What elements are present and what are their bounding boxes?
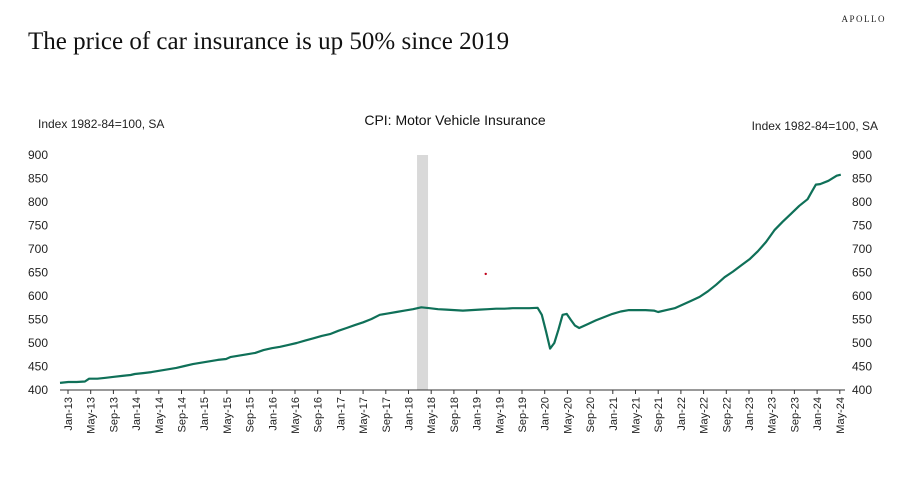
x-tick-label: May-24 (835, 397, 847, 434)
y-tick-label-left: 650 (28, 266, 48, 280)
x-tick-label: May-16 (290, 397, 302, 434)
x-tick-label: Jan-23 (744, 397, 756, 431)
y-tick-label-right: 600 (852, 289, 872, 303)
y-tick-label-right: 650 (852, 266, 872, 280)
x-tick-label: Sep-20 (585, 397, 597, 432)
y-tick-label-right: 750 (852, 219, 872, 233)
y-tick-label-right: 700 (852, 242, 872, 256)
recession-shading-layer (417, 155, 429, 390)
y-tick-label-right: 400 (852, 383, 872, 397)
page-headline: The price of car insurance is up 50% sin… (28, 28, 510, 55)
x-tick-label: Jan-13 (63, 397, 75, 431)
x-tick-label: May-15 (222, 397, 234, 434)
x-tick-label: May-13 (86, 397, 98, 434)
x-tick-label: Sep-17 (381, 397, 393, 432)
chart-title: CPI: Motor Vehicle Insurance (364, 112, 546, 128)
y-tick-label-right: 550 (852, 313, 872, 327)
x-tick-label: May-19 (494, 397, 506, 434)
y-tick-label-right: 800 (852, 195, 872, 209)
series-layer (59, 173, 842, 384)
y-tick-label-left: 900 (28, 148, 48, 162)
series-line-cpi-motor-insurance (59, 173, 842, 384)
y-tick-label-right: 900 (852, 148, 872, 162)
x-tick-label: May-14 (154, 397, 166, 434)
x-tick-label: Sep-21 (653, 397, 665, 432)
y-tick-label-left: 700 (28, 242, 48, 256)
x-tick-label: Jan-14 (131, 397, 143, 431)
x-tick-label: Jan-24 (812, 397, 824, 431)
x-tick-label: Sep-22 (721, 397, 733, 432)
x-tick-label: Jan-20 (540, 397, 552, 431)
x-tick-label: May-18 (426, 397, 438, 434)
axes-layer: 900 900 850 850 800 800 750 750 700 700 650 650 600 6… (28, 148, 872, 434)
marker-dot (484, 272, 487, 276)
x-tick-label: May-23 (767, 397, 779, 434)
x-tick-label: Jan-19 (472, 397, 484, 431)
x-tick-label: Sep-16 (313, 397, 325, 432)
y-tick-label-left: 600 (28, 289, 48, 303)
x-tick-label: Jan-22 (676, 397, 688, 431)
x-tick-label: May-20 (562, 397, 574, 434)
x-tick-label: Sep-14 (177, 397, 189, 432)
y-tick-label-left: 850 (28, 172, 48, 186)
y-tick-label-left: 500 (28, 336, 48, 350)
y-axis-title-right: Index 1982-84=100, SA (752, 119, 878, 133)
recession-shade (417, 155, 429, 390)
x-tick-label: Sep-15 (245, 397, 257, 432)
x-tick-label: Sep-18 (449, 397, 461, 432)
x-tick-label: Sep-19 (517, 397, 529, 432)
y-tick-label-left: 450 (28, 360, 48, 374)
x-tick-label: May-21 (631, 397, 643, 434)
x-tick-label: Jan-21 (608, 397, 620, 431)
y-tick-label-left: 550 (28, 313, 48, 327)
x-tick-label: May-17 (358, 397, 370, 434)
x-tick-label: Sep-13 (108, 397, 120, 432)
y-tick-label-left: 800 (28, 195, 48, 209)
x-tick-label: Jan-17 (335, 397, 347, 431)
marker-layer (484, 272, 487, 276)
x-tick-label: May-22 (699, 397, 711, 434)
y-tick-label-left: 400 (28, 383, 48, 397)
y-tick-label-right: 850 (852, 172, 872, 186)
x-tick-label: Sep-23 (789, 397, 801, 432)
y-tick-label-left: 750 (28, 219, 48, 233)
x-tick-label: Jan-16 (267, 397, 279, 431)
y-tick-label-right: 500 (852, 336, 872, 350)
y-axis-title-left: Index 1982-84=100, SA (38, 117, 164, 131)
x-tick-label: Jan-15 (199, 397, 211, 431)
brand-logo: APOLLO (841, 14, 886, 24)
x-tick-label: Jan-18 (404, 397, 416, 431)
y-tick-label-right: 450 (852, 360, 872, 374)
